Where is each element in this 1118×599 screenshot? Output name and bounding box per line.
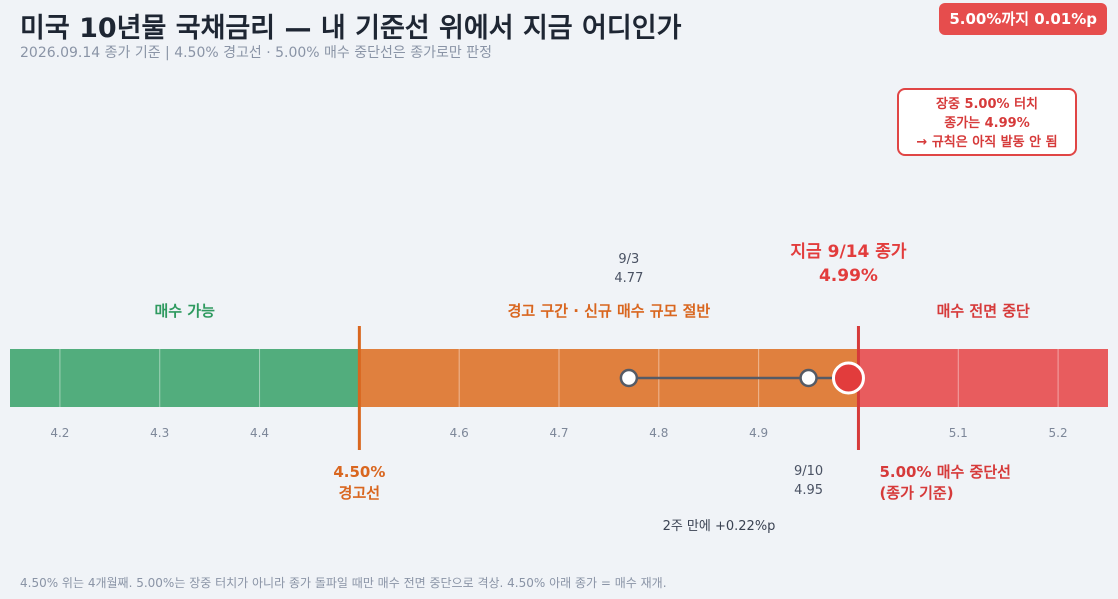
zone-stop-label: 매수 전면 중단	[937, 302, 1030, 320]
tick-label: 4.4	[250, 426, 269, 440]
tick-label: 4.2	[50, 426, 69, 440]
tick-label: 4.3	[150, 426, 169, 440]
point-sep-3	[619, 368, 639, 388]
zone-buy-ok-label: 매수 가능	[154, 302, 215, 320]
zone-warning-label: 경고 구간 · 신규 매수 규모 절반	[508, 302, 711, 320]
footnote: 4.50% 위는 4개월째. 5.00%는 장중 터치가 아니라 종가 돌파일 …	[20, 576, 667, 590]
point-sep-10	[799, 368, 818, 388]
point-sep-3-value: 4.77	[614, 271, 643, 286]
tick-label: 4.8	[649, 426, 668, 440]
point-sep-3-date: 9/3	[618, 252, 639, 267]
callout-line-1: 장중 5.00% 터치	[936, 97, 1038, 112]
tick-label: 4.9	[749, 426, 768, 440]
point-sep-10-date: 9/10	[794, 464, 823, 479]
warning-threshold-name: 경고선	[339, 484, 380, 502]
point-current-value: 4.99%	[819, 266, 878, 286]
chart-subtitle: 2026.09.14 종가 기준 | 4.50% 경고선 · 5.00% 매수 …	[20, 45, 492, 61]
tick-label: 4.7	[549, 426, 568, 440]
distance-badge: 5.00%까지 0.01%p	[939, 3, 1107, 35]
zone-buy-ok-band	[10, 349, 360, 407]
tick-label: 4.6	[450, 426, 469, 440]
callout-line-3: → 규칙은 아직 발동 안 됨	[916, 135, 1058, 150]
zone-stop-band	[858, 349, 1108, 407]
callout-line-2: 종가는 4.99%	[944, 116, 1030, 131]
warning-threshold-value: 4.50%	[333, 463, 385, 481]
tick-label: 5.2	[1049, 426, 1068, 440]
stop-threshold-name: (종가 기준)	[879, 484, 953, 502]
chart-title: 미국 10년물 국채금리 — 내 기준선 위에서 지금 어디인가	[20, 13, 682, 44]
intraday-callout: 장중 5.00% 터치 종가는 4.99% → 규칙은 아직 발동 안 됨	[897, 88, 1077, 156]
change-annotation: 2주 만에 +0.22%p	[663, 519, 776, 534]
tick-label: 5.1	[949, 426, 968, 440]
point-current-date: 지금 9/14 종가	[790, 242, 906, 262]
stop-threshold-value: 5.00% 매수 중단선	[879, 463, 1010, 481]
point-sep-10-value: 4.95	[794, 483, 823, 498]
point-current	[831, 361, 865, 395]
